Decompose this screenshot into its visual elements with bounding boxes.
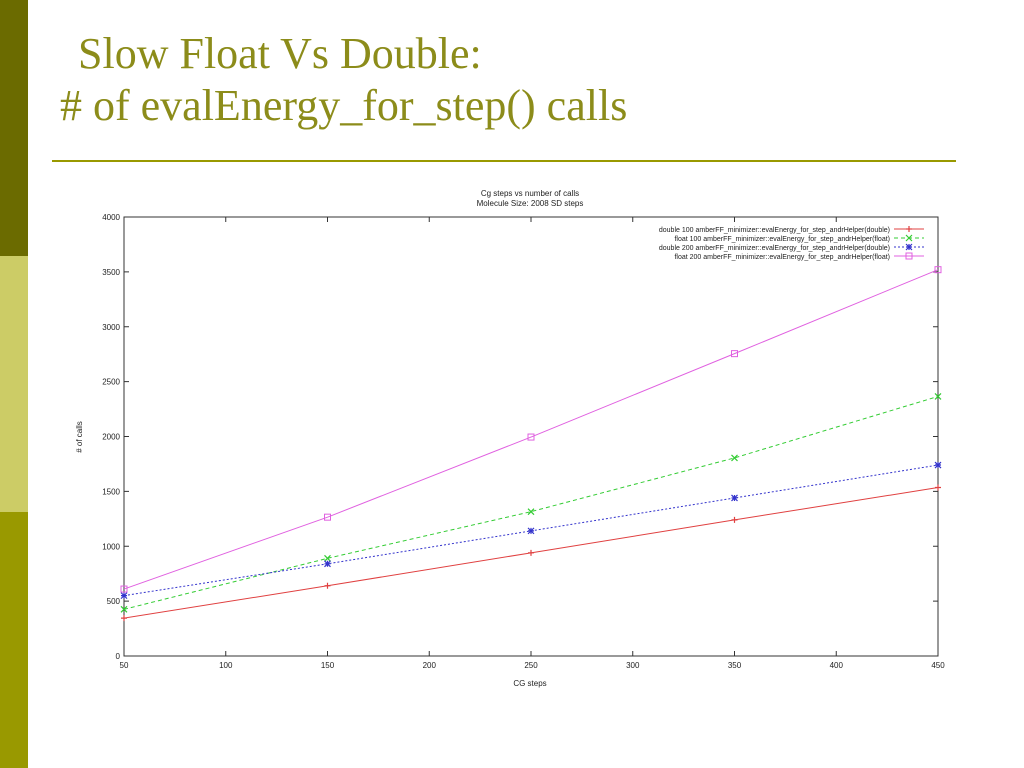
- data-point-marker: [121, 615, 127, 622]
- plot-area-border: [123, 216, 939, 657]
- data-point-marker: [934, 393, 942, 400]
- x-tick-label: 150: [321, 661, 335, 670]
- series-line: [123, 395, 939, 610]
- y-tick-label: 3000: [102, 323, 120, 332]
- series-line: [123, 269, 939, 590]
- data-point-marker: [934, 266, 942, 274]
- x-tick-label: 450: [931, 661, 945, 670]
- data-point-marker: [324, 554, 331, 562]
- series-1: [121, 484, 941, 622]
- data-point-marker: [527, 433, 535, 441]
- x-tick-label: 100: [219, 661, 233, 670]
- chart-subtitle: Molecule Size: 2008 SD steps: [477, 199, 584, 208]
- data-point-marker: [324, 582, 331, 589]
- x-axis-label: CG steps: [513, 679, 546, 688]
- data-point-marker: [324, 513, 331, 521]
- series-2: [120, 393, 942, 613]
- accent-bar-bottom: [0, 512, 28, 768]
- y-tick-label: 2500: [102, 378, 120, 387]
- x-tick-label: 300: [626, 661, 640, 670]
- data-point-marker: [934, 461, 942, 469]
- slide-title-line-2: # of evalEnergy_for_step() calls: [60, 81, 628, 130]
- data-point-marker: [905, 252, 913, 260]
- data-point-marker: [935, 484, 941, 491]
- data-point-marker: [731, 454, 738, 462]
- data-point-marker: [527, 508, 535, 516]
- data-point-marker: [731, 494, 738, 502]
- data-point-marker: [906, 226, 912, 232]
- chart-legend: double 100 amberFF_minimizer::evalEnergy…: [659, 226, 924, 261]
- y-tick-label: 2000: [102, 433, 120, 442]
- y-tick-label: 1500: [102, 487, 120, 496]
- accent-bar-top: [0, 0, 28, 256]
- data-point-marker: [527, 527, 535, 535]
- data-point-marker: [905, 243, 913, 251]
- x-tick-label: 350: [728, 661, 742, 670]
- data-point-marker: [731, 350, 738, 358]
- legend-label: float 100 amberFF_minimizer::evalEnergy_…: [674, 236, 890, 243]
- y-axis-label: # of calls: [75, 421, 84, 453]
- y-tick-label: 500: [107, 597, 121, 606]
- x-tick-label: 400: [830, 661, 844, 670]
- x-tick-label: 200: [423, 661, 437, 670]
- legend-label: double 100 amberFF_minimizer::evalEnergy…: [659, 227, 890, 234]
- data-point-marker: [120, 585, 128, 593]
- data-point-marker: [528, 549, 534, 556]
- y-tick-label: 4000: [102, 213, 120, 222]
- slide-title-line-1: Slow Float Vs Double:: [78, 29, 482, 78]
- legend-label: double 200 amberFF_minimizer::evalEnergy…: [659, 245, 890, 252]
- data-point-marker: [905, 234, 913, 242]
- chart-series-group: [120, 266, 942, 622]
- title-divider: [52, 160, 956, 162]
- data-point-marker: [324, 560, 331, 568]
- series-4: [120, 266, 942, 593]
- data-point-marker: [120, 605, 128, 613]
- x-tick-label: 250: [524, 661, 538, 670]
- y-tick-label: 3500: [102, 268, 120, 277]
- slide-title: Slow Float Vs Double: # of evalEnergy_fo…: [60, 28, 980, 132]
- chart-frame: 50 100 150 200 250 300 350 400 450 0 500 1000 1500 20…: [102, 213, 945, 670]
- accent-bar-middle: [0, 256, 28, 512]
- legend-label: float 200 amberFF_minimizer::evalEnergy_…: [674, 254, 890, 261]
- y-tick-label: 1000: [102, 542, 120, 551]
- series-3: [120, 461, 942, 600]
- data-point-marker: [120, 592, 128, 600]
- data-point-marker: [731, 516, 738, 523]
- y-tick-label: 0: [116, 652, 121, 661]
- line-chart: 50 100 150 200 250 300 350 400 450 0 500 1000 1500 20…: [75, 189, 945, 688]
- x-tick-label: 50: [120, 661, 129, 670]
- chart-title: Cg steps vs number of calls: [481, 189, 579, 198]
